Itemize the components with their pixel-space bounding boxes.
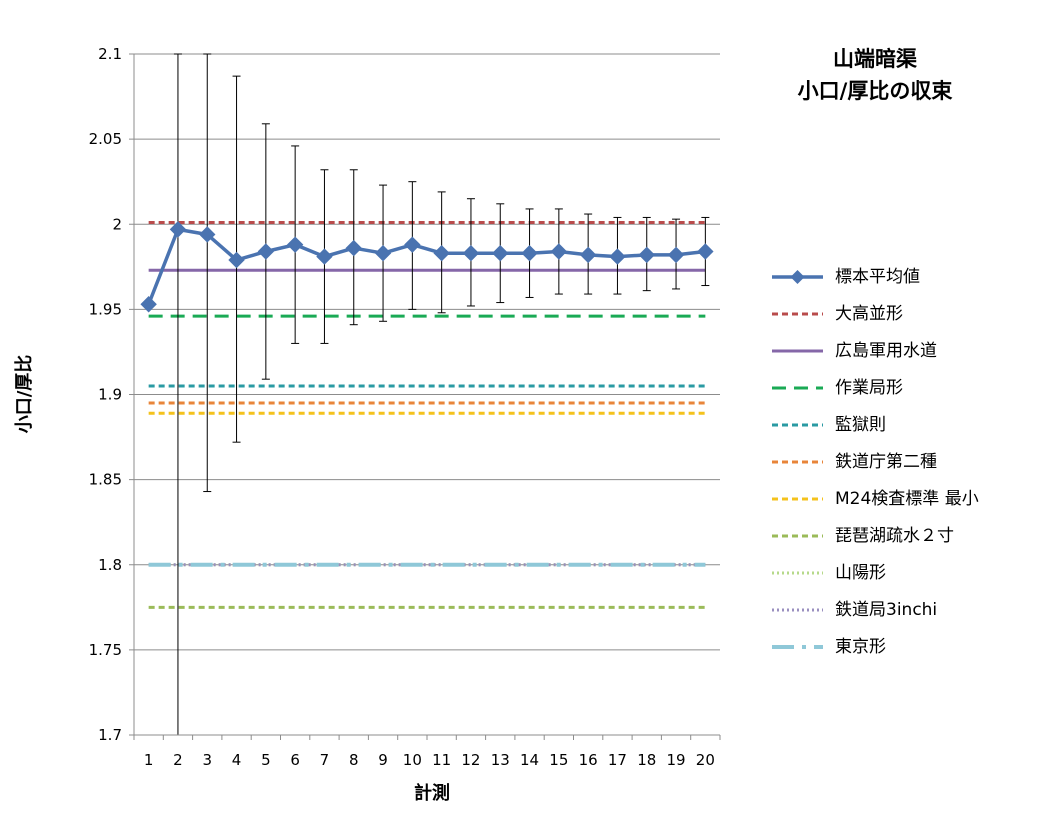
legend-swatch <box>772 349 823 352</box>
legend-label: 大高並形 <box>835 303 903 324</box>
x-tick-label: 20 <box>696 751 715 769</box>
legend-swatch <box>772 644 823 649</box>
legend-item: 標本平均値 <box>770 258 979 295</box>
data-point-marker <box>345 239 362 257</box>
data-point-marker <box>521 244 538 262</box>
x-axis-label: 計測 <box>414 783 450 804</box>
legend-item: 鉄道局3inchi <box>770 591 979 628</box>
data-point-marker <box>169 221 187 238</box>
data-point-marker <box>374 244 392 262</box>
chart-title-line-1: 山端暗渠 <box>833 47 917 71</box>
legend-swatch <box>772 608 823 611</box>
x-tick-label: 6 <box>290 751 300 769</box>
x-axis-ticks: 1 2 3 4 5 6 7 8 9 10 11 12 13 14 15 16 17 18 19 20 <box>133 735 721 769</box>
legend-swatch <box>772 386 823 389</box>
data-point-marker <box>462 244 480 262</box>
y-tick-label: 2.05 <box>89 130 122 148</box>
x-tick-label: 17 <box>608 751 627 769</box>
x-tick-label: 1 <box>144 751 154 769</box>
legend-swatch <box>772 497 823 500</box>
x-tick-label: 11 <box>432 751 451 769</box>
legend-label: 鉄道局3inchi <box>835 599 938 620</box>
x-tick-label: 18 <box>637 751 656 769</box>
y-axis-label: 小口/厚比 <box>14 354 35 434</box>
sample-mean-line <box>147 227 706 305</box>
data-point-marker <box>667 246 685 264</box>
x-tick-label: 14 <box>520 751 539 769</box>
x-tick-label: 10 <box>403 751 422 769</box>
legend-swatch <box>772 534 823 537</box>
x-tick-label: 19 <box>667 751 686 769</box>
chart-title-line-2: 小口/厚比の収束 <box>797 79 953 103</box>
data-point-marker <box>609 248 626 265</box>
axes <box>133 54 720 736</box>
legend-swatch <box>772 460 823 463</box>
legend-label: 山陽形 <box>835 562 886 583</box>
data-point-marker <box>199 226 216 243</box>
y-tick-label: 1.8 <box>98 556 122 574</box>
data-point-marker <box>697 243 714 260</box>
data-point-marker <box>638 246 655 264</box>
legend-item: 山陽形 <box>770 554 979 591</box>
x-tick-label: 13 <box>491 751 510 769</box>
data-point-marker <box>492 244 509 262</box>
legend-item: 作業局形 <box>770 369 979 406</box>
legend-label: 作業局形 <box>835 377 903 398</box>
data-point-marker <box>316 248 333 265</box>
legend-label: 琵琶湖疏水２寸 <box>835 525 954 546</box>
data-point-marker <box>140 296 157 313</box>
legend-item: 監獄則 <box>770 406 979 443</box>
x-tick-label: 15 <box>549 751 568 769</box>
legend-label: 監獄則 <box>835 414 886 435</box>
legend-swatch <box>772 423 823 426</box>
legend-item: 東京形 <box>770 628 979 665</box>
legend-swatch <box>772 571 823 574</box>
legend-label: 鉄道庁第二種 <box>835 451 937 472</box>
x-tick-label: 3 <box>202 751 212 769</box>
data-point-marker <box>433 244 450 262</box>
data-point-marker <box>286 236 304 253</box>
y-axis-ticks: 1.7 1.75 1.8 1.85 1.9 1.95 2 2.05 2.1 <box>89 45 134 744</box>
legend-item: 大高並形 <box>770 295 979 332</box>
x-tick-label: 8 <box>349 751 359 769</box>
x-tick-label: 9 <box>378 751 388 769</box>
y-tick-label: 1.95 <box>89 300 122 318</box>
x-tick-label: 12 <box>461 751 480 769</box>
legend-label: 広島軍用水道 <box>835 340 937 361</box>
data-point-marker <box>257 243 275 260</box>
legend-item: 鉄道庁第二種 <box>770 443 979 480</box>
reference-lines <box>148 221 706 609</box>
legend-item: M24検査標準 最小 <box>770 480 979 517</box>
x-tick-label: 2 <box>173 751 183 769</box>
y-tick-label: 1.85 <box>89 471 122 489</box>
y-tick-label: 1.7 <box>98 726 122 744</box>
y-tick-label: 2 <box>112 215 122 233</box>
legend-label: M24検査標準 最小 <box>835 488 979 509</box>
y-tick-label: 2.1 <box>98 45 122 63</box>
legend-label: 標本平均値 <box>835 266 920 287</box>
legend-swatch <box>772 269 823 284</box>
legend-item: 広島軍用水道 <box>770 332 979 369</box>
data-point-marker <box>228 251 245 269</box>
x-tick-label: 16 <box>579 751 598 769</box>
x-tick-label: 5 <box>261 751 271 769</box>
legend-swatch <box>772 312 823 315</box>
gridlines <box>134 53 720 651</box>
y-tick-label: 1.9 <box>98 386 122 404</box>
data-point-marker <box>404 236 421 253</box>
sample-mean-series <box>140 221 714 313</box>
data-point-marker <box>579 246 597 264</box>
y-tick-label: 1.75 <box>89 641 122 659</box>
legend-item: 琵琶湖疏水２寸 <box>770 517 979 554</box>
x-tick-label: 7 <box>320 751 330 769</box>
legend-label: 東京形 <box>835 636 886 657</box>
data-point-marker <box>550 243 568 260</box>
legend-swatch-marker <box>790 269 805 284</box>
legend: 標本平均値大高並形広島軍用水道 作業局形監獄則鉄道庁第二種 M24検査標準 最小 琵琶… <box>770 258 979 665</box>
x-tick-label: 4 <box>232 751 242 769</box>
